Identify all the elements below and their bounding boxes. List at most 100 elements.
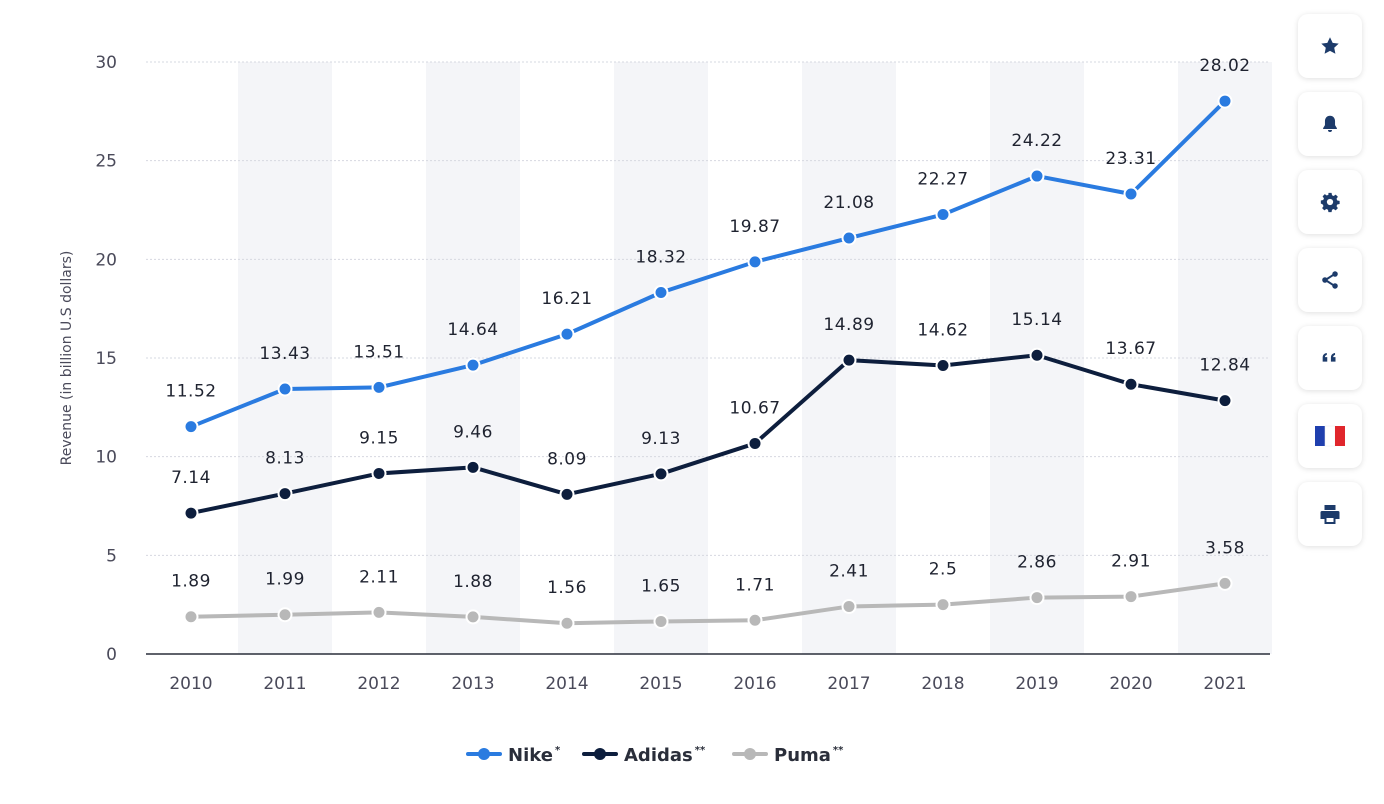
data-point-adidas — [1029, 347, 1045, 363]
data-point-adidas — [653, 466, 669, 482]
share-icon — [1322, 271, 1338, 289]
data-label-puma: 2.86 — [1017, 553, 1057, 573]
data-label-nike: 11.52 — [165, 382, 216, 402]
x-tick-label: 2018 — [921, 674, 964, 694]
x-tick-label: 2012 — [357, 674, 400, 694]
data-point-nike — [653, 284, 669, 300]
gridlines — [146, 61, 1270, 655]
data-label-puma: 1.99 — [265, 570, 305, 590]
legend-footnote-mark: * — [555, 745, 561, 756]
data-label-puma: 1.88 — [453, 572, 493, 592]
data-label-nike: 22.27 — [917, 170, 968, 190]
data-point-puma — [747, 612, 763, 628]
data-point-puma — [841, 598, 857, 614]
legend-footnote-mark: ** — [833, 745, 844, 756]
quote-icon — [1322, 352, 1336, 362]
x-tick-label: 2014 — [545, 674, 588, 694]
data-label-nike: 16.21 — [541, 289, 592, 309]
data-label-adidas: 8.13 — [265, 449, 305, 469]
data-label-nike: 18.32 — [635, 247, 686, 267]
settings-button[interactable] — [1298, 170, 1362, 234]
data-point-puma — [935, 597, 951, 613]
data-point-puma — [653, 613, 669, 629]
data-point-puma — [1217, 575, 1233, 591]
chart: 0 5 10 15 20 25 30 Revenue (in billion U.S dol… — [59, 53, 1272, 766]
data-point-puma — [1123, 589, 1139, 605]
y-tick-label: 5 — [106, 546, 117, 566]
series-layer — [183, 93, 1233, 631]
toolbar — [1298, 14, 1364, 560]
share-button[interactable] — [1298, 248, 1362, 312]
language-button[interactable] — [1298, 404, 1362, 468]
data-label-adidas: 9.46 — [453, 422, 493, 442]
cite-button[interactable] — [1298, 326, 1362, 390]
y-tick-label: 10 — [95, 448, 117, 468]
x-tick-label: 2010 — [169, 674, 212, 694]
data-point-adidas — [747, 435, 763, 451]
bell-icon — [1323, 115, 1337, 132]
data-point-nike — [841, 230, 857, 246]
data-point-puma — [371, 604, 387, 620]
y-axis-title: Revenue (in billion U.S dollars) — [59, 251, 75, 466]
plot-band — [1178, 62, 1272, 654]
data-label-nike: 13.51 — [353, 342, 404, 362]
series-line-puma — [189, 581, 1227, 626]
series-line-adidas — [189, 353, 1227, 516]
data-point-puma — [1029, 590, 1045, 606]
data-label-nike: 13.43 — [259, 344, 310, 364]
data-label-puma: 1.56 — [547, 578, 587, 598]
y-tick-label: 0 — [106, 645, 117, 665]
data-label-adidas: 9.15 — [359, 428, 399, 448]
legend-marker — [744, 748, 756, 760]
data-label-puma: 1.65 — [641, 576, 681, 596]
series-line-nike — [189, 99, 1227, 429]
data-label-puma: 2.41 — [829, 561, 869, 581]
gear-icon — [1320, 192, 1340, 213]
data-point-nike — [747, 254, 763, 270]
data-point-puma — [465, 609, 481, 625]
star-icon — [1321, 37, 1339, 54]
legend-item-adidas[interactable]: Adidas ** — [582, 745, 706, 766]
x-tick-label: 2021 — [1203, 674, 1246, 694]
favorite-button[interactable] — [1298, 14, 1362, 78]
data-label-puma: 2.11 — [359, 567, 399, 587]
data-point-adidas — [371, 465, 387, 481]
data-point-puma — [559, 615, 575, 631]
data-label-puma: 2.91 — [1111, 552, 1151, 572]
data-point-adidas — [183, 505, 199, 521]
data-label-nike: 24.22 — [1011, 131, 1062, 151]
y-tick-label: 25 — [95, 152, 117, 172]
x-tick-label: 2011 — [263, 674, 306, 694]
legend-item-puma[interactable]: Puma ** — [732, 745, 844, 766]
notification-button[interactable] — [1298, 92, 1362, 156]
legend-item-nike[interactable]: Nike * — [466, 745, 561, 766]
x-tick-label: 2017 — [827, 674, 870, 694]
y-tick-label: 30 — [95, 53, 117, 73]
data-point-puma — [183, 609, 199, 625]
data-label-nike: 19.87 — [729, 217, 780, 237]
x-tick-label: 2015 — [639, 674, 682, 694]
data-label-puma: 1.71 — [735, 575, 775, 595]
legend-label: Puma — [774, 745, 831, 766]
x-tick-label: 2013 — [451, 674, 494, 694]
x-axis-ticks: 2010 2011 2012 2013 2014 2015 2016 2017 2018 2019… — [169, 674, 1246, 694]
y-axis-ticks: 0 5 10 15 20 25 30 — [95, 53, 117, 665]
data-label-adidas: 10.67 — [729, 398, 780, 418]
legend[interactable]: Nike * Adidas ** Puma ** — [466, 745, 844, 766]
data-point-adidas — [559, 486, 575, 502]
print-button[interactable] — [1298, 482, 1362, 546]
data-point-adidas — [935, 357, 951, 373]
data-point-adidas — [1217, 393, 1233, 409]
data-label-adidas: 12.84 — [1199, 356, 1250, 376]
legend-marker — [594, 748, 606, 760]
y-tick-label: 20 — [95, 250, 117, 270]
data-point-nike — [1217, 93, 1233, 109]
data-label-adidas: 15.14 — [1011, 310, 1062, 330]
y-tick-label: 15 — [95, 349, 117, 369]
data-label-adidas: 9.13 — [641, 429, 681, 449]
data-labels: 11.52 13.43 13.51 14.64 16.21 18.32 19.87 21.08… — [165, 56, 1250, 598]
data-point-nike — [1029, 168, 1045, 184]
legend-footnote-mark: ** — [695, 745, 706, 756]
france-flag-icon — [1315, 425, 1345, 447]
data-point-nike — [277, 381, 293, 397]
